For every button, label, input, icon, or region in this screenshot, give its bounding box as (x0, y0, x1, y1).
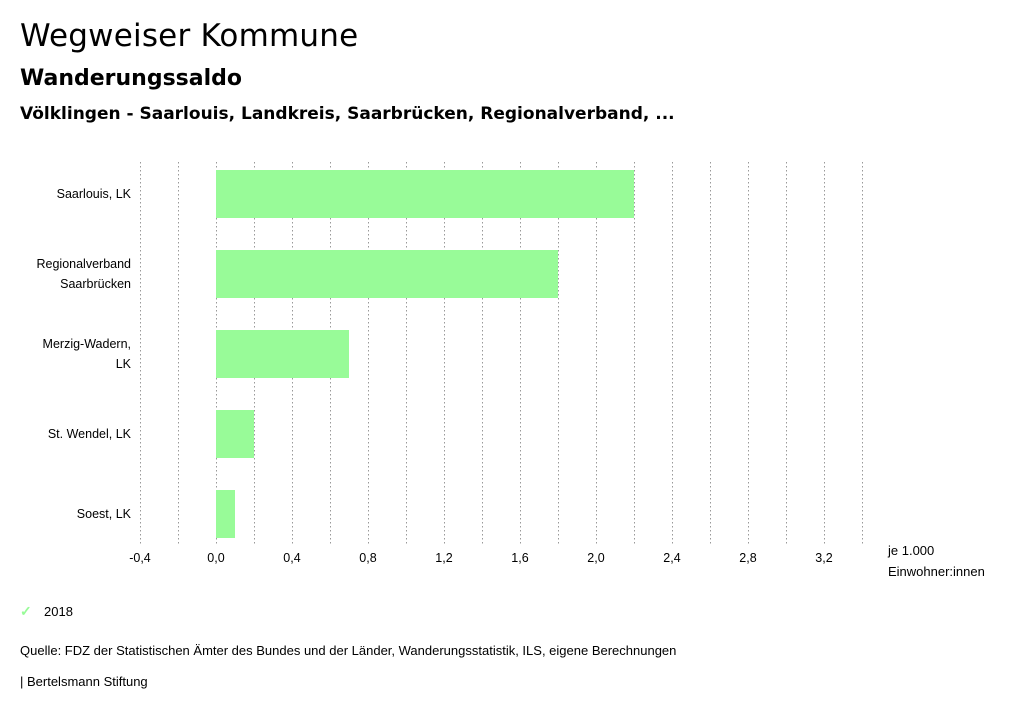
x-tick-label: 0,0 (207, 551, 224, 565)
bar-2 (216, 330, 349, 378)
source-note: Quelle: FDZ der Statistischen Ämter des … (20, 643, 677, 658)
axis-unit-line2: Einwohner:innen (888, 564, 985, 579)
category-label: Merzig-Wadern, (43, 337, 131, 351)
axis-unit: je 1.000 Einwohner:innen (888, 540, 985, 582)
category-label: St. Wendel, LK (48, 427, 132, 441)
bar-3 (216, 410, 254, 458)
x-tick-label: 1,2 (435, 551, 452, 565)
category-label: Saarlouis, LK (57, 187, 132, 201)
x-tick-label: 3,2 (815, 551, 832, 565)
x-tick-label: 2,0 (587, 551, 604, 565)
bar-1 (216, 250, 558, 298)
axis-unit-line1: je 1.000 (888, 543, 935, 558)
x-tick-label: 2,4 (663, 551, 680, 565)
category-label: Soest, LK (77, 507, 132, 521)
legend[interactable]: ✓ 2018 (20, 603, 73, 620)
x-tick-label: -0,4 (129, 551, 151, 565)
category-label: LK (116, 357, 132, 371)
chart-subtitle: Wanderungssaldo (20, 66, 243, 91)
category-label: Regionalverband (36, 257, 131, 271)
region-list: Völklingen - Saarlouis, Landkreis, Saarb… (20, 104, 675, 124)
x-tick-label: 0,8 (359, 551, 376, 565)
x-tick-label: 0,4 (283, 551, 300, 565)
check-icon: ✓ (20, 603, 32, 619)
x-tick-label: 1,6 (511, 551, 528, 565)
x-tick-label: 2,8 (739, 551, 756, 565)
bar-4 (216, 490, 235, 538)
category-label: Saarbrücken (60, 277, 131, 291)
bar-0 (216, 170, 634, 218)
legend-label: 2018 (44, 604, 73, 619)
page-title: Wegweiser Kommune (20, 18, 359, 54)
credit-note: | Bertelsmann Stiftung (20, 674, 148, 689)
